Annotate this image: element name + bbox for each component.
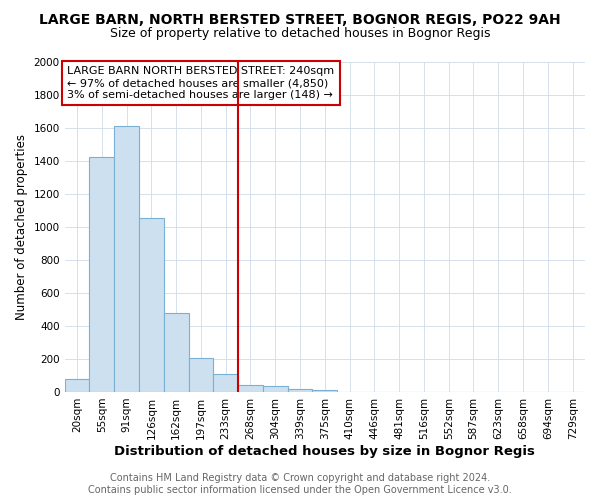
Bar <box>139 218 164 392</box>
Bar <box>263 386 287 392</box>
Bar <box>65 378 89 392</box>
Text: LARGE BARN, NORTH BERSTED STREET, BOGNOR REGIS, PO22 9AH: LARGE BARN, NORTH BERSTED STREET, BOGNOR… <box>39 12 561 26</box>
Text: LARGE BARN NORTH BERSTED STREET: 240sqm
← 97% of detached houses are smaller (4,: LARGE BARN NORTH BERSTED STREET: 240sqm … <box>67 66 334 100</box>
Bar <box>287 390 313 392</box>
Bar <box>188 358 214 392</box>
Bar <box>114 126 139 392</box>
Bar <box>164 312 188 392</box>
Bar <box>214 374 238 392</box>
Text: Contains HM Land Registry data © Crown copyright and database right 2024.
Contai: Contains HM Land Registry data © Crown c… <box>88 474 512 495</box>
Y-axis label: Number of detached properties: Number of detached properties <box>15 134 28 320</box>
Bar <box>313 390 337 392</box>
Text: Size of property relative to detached houses in Bognor Regis: Size of property relative to detached ho… <box>110 28 490 40</box>
X-axis label: Distribution of detached houses by size in Bognor Regis: Distribution of detached houses by size … <box>115 444 535 458</box>
Bar <box>238 386 263 392</box>
Bar <box>89 158 114 392</box>
